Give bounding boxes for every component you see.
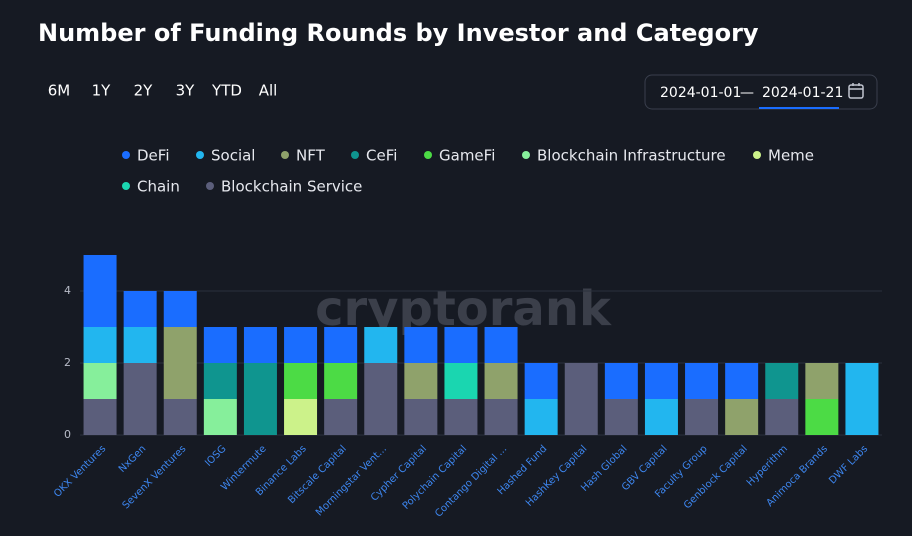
bar-segment[interactable] [324,363,358,399]
bar-segment[interactable] [604,363,638,399]
bar-segment[interactable] [364,327,398,363]
bar-segment[interactable] [404,327,438,363]
bar-segment[interactable] [484,399,518,435]
bar-segment[interactable] [284,327,318,363]
x-tick-label: NxGen [117,443,149,475]
legend-label[interactable]: Chain [137,178,180,196]
y-tick-label: 4 [64,284,71,297]
bar-segment[interactable] [685,363,719,399]
bar-segment[interactable] [284,399,318,435]
bar-segment[interactable] [243,363,277,435]
bar-segment[interactable] [845,363,879,435]
legend-label[interactable]: GameFi [439,147,495,165]
bar-segment[interactable] [524,399,558,435]
range-button[interactable]: 6M [48,82,71,100]
bar-segment[interactable] [123,327,157,363]
range-button[interactable]: 2Y [134,82,154,100]
legend-marker[interactable] [351,151,359,159]
range-button[interactable]: All [259,82,278,100]
x-tick-label: DWF Labs [827,443,870,486]
bar-segment[interactable] [725,363,759,399]
bar-segment[interactable] [404,363,438,399]
y-tick-label: 2 [64,356,71,369]
x-tick-label: Contango Digital ... [433,443,509,519]
bar-segment[interactable] [83,363,117,399]
bar-segment[interactable] [123,291,157,327]
date-to[interactable]: 2024-01-21 [762,85,843,101]
bar-segment[interactable] [644,399,678,435]
legend-marker[interactable] [281,151,289,159]
legend-marker[interactable] [196,151,204,159]
legend-label[interactable]: DeFi [137,147,169,165]
bar-segment[interactable] [564,363,598,435]
bar-segment[interactable] [644,363,678,399]
bar-segment[interactable] [805,363,839,399]
legend-marker[interactable] [753,151,761,159]
x-tick-label: IOSG [203,443,228,468]
x-tick-label: OKX Ventures [52,443,108,499]
bar-segment[interactable] [123,363,157,435]
bar-segment[interactable] [203,363,237,399]
legend-label[interactable]: Blockchain Service [221,178,362,196]
legend-marker[interactable] [522,151,530,159]
bar-segment[interactable] [284,363,318,399]
chart-title: Number of Funding Rounds by Investor and… [38,19,759,47]
bar-segment[interactable] [484,327,518,363]
bar-segment[interactable] [404,399,438,435]
range-button[interactable]: 3Y [176,82,196,100]
range-button[interactable]: 1Y [92,82,112,100]
bar-segment[interactable] [444,399,478,435]
bar-segment[interactable] [243,327,277,363]
legend-label[interactable]: Blockchain Infrastructure [537,147,726,165]
bar-segment[interactable] [725,399,759,435]
legend-marker[interactable] [424,151,432,159]
bar-segment[interactable] [203,399,237,435]
bar-segment[interactable] [444,363,478,399]
bar-segment[interactable] [805,399,839,435]
bar-segment[interactable] [83,327,117,363]
legend-label[interactable]: CeFi [366,147,397,165]
bar-segment[interactable] [163,327,197,399]
legend-marker[interactable] [122,151,130,159]
bar-segment[interactable] [765,399,799,435]
bar-segment[interactable] [765,363,799,399]
bar-segment[interactable] [524,363,558,399]
legend-marker[interactable] [122,182,130,190]
date-separator: — [740,85,754,101]
bar-segment[interactable] [324,327,358,363]
bar-segment[interactable] [83,255,117,327]
bar-segment[interactable] [604,399,638,435]
bar-segment[interactable] [484,363,518,399]
x-tick-label: Morningstar Vent... [314,443,389,518]
legend-label[interactable]: Meme [768,147,814,165]
bar-segment[interactable] [685,399,719,435]
bar-segment[interactable] [163,399,197,435]
legend-marker[interactable] [206,182,214,190]
calendar-icon[interactable] [848,83,864,99]
bar-segment[interactable] [324,399,358,435]
y-tick-label: 0 [64,428,71,441]
bar-segment[interactable] [203,327,237,363]
range-button[interactable]: YTD [211,82,242,100]
bar-segment[interactable] [364,363,398,435]
bar-segment[interactable] [444,327,478,363]
legend-label[interactable]: Social [211,147,255,165]
legend-label[interactable]: NFT [296,147,326,165]
date-from[interactable]: 2024-01-01 [660,85,741,101]
bar-segment[interactable] [163,291,197,327]
bar-segment[interactable] [83,399,117,435]
